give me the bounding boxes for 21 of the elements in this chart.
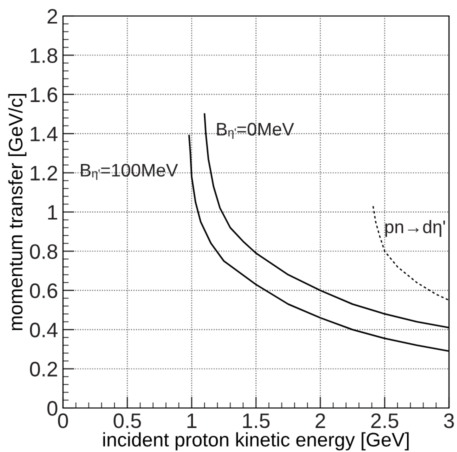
y-tick-label: 1 — [48, 205, 58, 220]
y-tick-label: 0.6 — [30, 283, 58, 298]
y-axis-title: momentum transfer [GeV/c] — [8, 94, 26, 330]
y-tick-label: 1.6 — [30, 87, 58, 102]
y-tick-label: 0.2 — [30, 362, 58, 377]
x-tick-label: 2.5 — [371, 413, 398, 428]
y-tick-label: 0 — [47, 401, 58, 416]
series-label: pn→dη' — [385, 220, 445, 237]
x-tick-label: 1 — [187, 414, 196, 428]
y-tick-label: 2 — [48, 9, 58, 24]
y-tick-label: 0.8 — [30, 244, 58, 259]
y-tick-label: 1.8 — [30, 48, 58, 63]
x-axis-title: incident proton kinetic energy [GeV] — [103, 432, 409, 450]
y-tick-label: 1.4 — [30, 126, 58, 142]
x-tick-label: 2 — [316, 413, 326, 428]
x-tick-label: 3 — [444, 413, 454, 428]
x-tick-label: 0 — [58, 413, 68, 428]
x-tick-label: 0.5 — [114, 413, 141, 428]
y-tick-label: 1.2 — [30, 166, 58, 180]
y-tick-label: 0.4 — [30, 322, 58, 338]
x-tick-label: 1.5 — [243, 414, 270, 428]
